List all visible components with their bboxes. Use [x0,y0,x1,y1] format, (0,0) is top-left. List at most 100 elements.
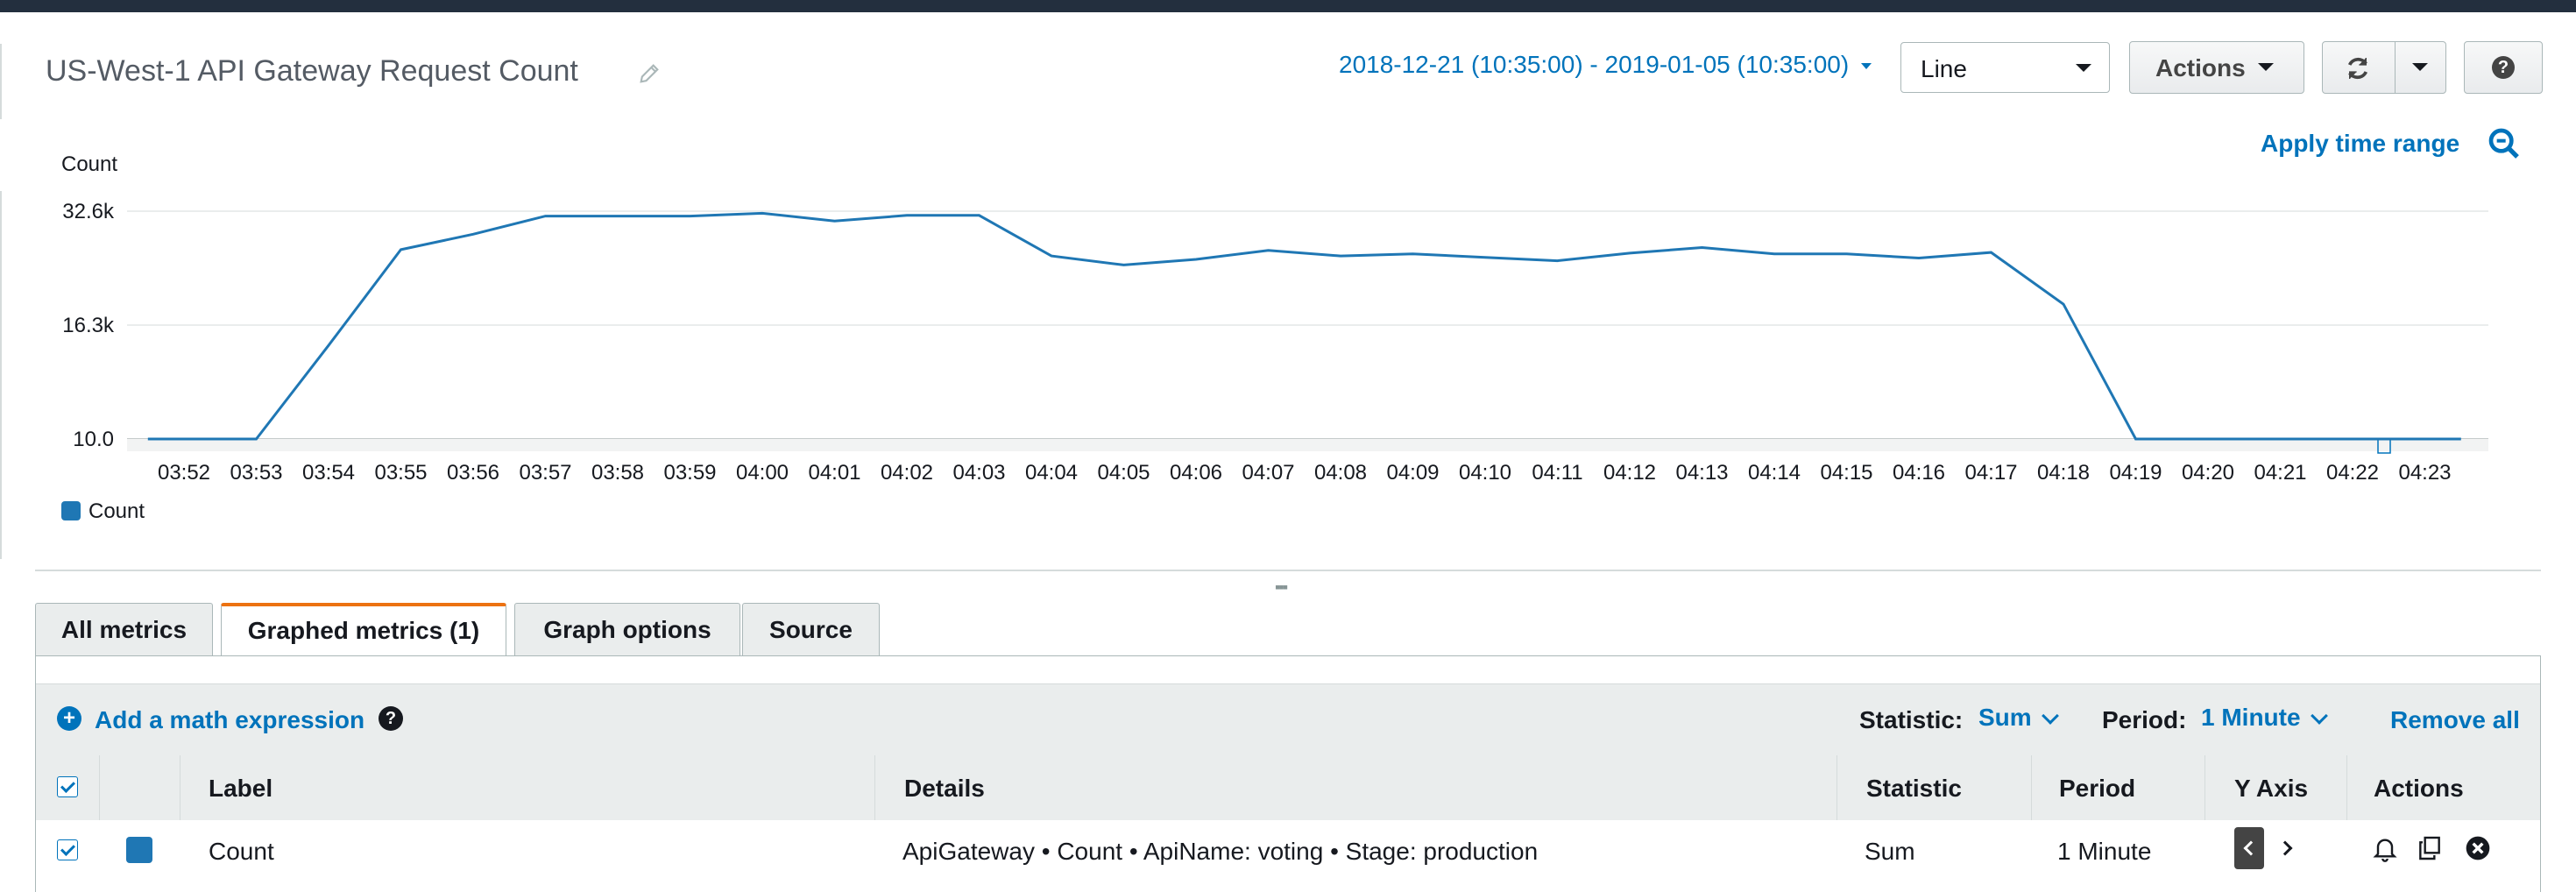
row-label[interactable]: Count [209,838,274,865]
resize-grip-icon[interactable]: ▪▪▪ [1275,578,1288,596]
period-dropdown[interactable]: 1 Minute [2201,704,2328,732]
apply-time-range-link[interactable]: Apply time range [2261,130,2460,157]
statistic-value: Sum [1978,704,2032,731]
page-title: US-West-1 API Gateway Request Count [46,54,578,88]
select-all-checkbox[interactable] [57,776,78,797]
column-header-label[interactable]: Label [209,775,273,802]
chevron-down-icon [1861,63,1872,70]
chevron-down-icon [2076,64,2091,72]
zoom-icon[interactable] [2487,126,2522,161]
column-divider [1836,755,1837,820]
x-tick-label: 04:11 [1532,461,1582,485]
column-header-y-axis[interactable]: Y Axis [2234,775,2309,802]
button-divider [2395,42,2396,93]
x-tick-label: 04:19 [2109,461,2162,485]
tab-graph-options[interactable]: Graph options [514,603,740,657]
help-icon[interactable]: ? [379,706,403,731]
time-range-text: 2018-12-21 (10:35:00) - 2019-01-05 (10:3… [1339,51,1850,78]
x-tick-label: 04:23 [2398,461,2451,485]
copy-icon[interactable] [2416,834,2444,862]
x-tick-label: 04:09 [1386,461,1439,485]
column-divider [2346,755,2347,820]
legend-swatch-count [61,501,81,520]
x-tick-label: 04:15 [1820,461,1872,485]
actions-label: Actions [2155,54,2246,81]
tab-graphed-metrics[interactable]: Graphed metrics (1) [221,603,506,657]
y-axis-label: Count [61,152,118,176]
statistic-label: Statistic: [1859,706,1964,733]
x-tick-label: 03:57 [519,461,571,485]
x-tick-label: 03:53 [230,461,282,485]
remove-all-link[interactable]: Remove all [2390,706,2520,733]
y-axis-left-button[interactable] [2234,827,2264,869]
row-statistic[interactable]: Sum [1865,838,1915,865]
legend-label: Count [88,499,145,523]
x-tick-label: 04:02 [881,461,933,485]
period-value: 1 Minute [2201,704,2301,731]
x-tick-label: 04:16 [1893,461,1945,485]
tab-all-metrics[interactable]: All metrics [35,603,213,657]
x-tick-label: 03:58 [591,461,644,485]
x-tick-label: 04:12 [1603,461,1656,485]
statistic-dropdown[interactable]: Sum [1978,704,2059,732]
refresh-icon[interactable] [2344,54,2372,82]
table-header [36,755,2540,821]
row-details: ApiGateway • Count • ApiName: voting • S… [902,838,1539,865]
x-tick-label: 04:08 [1314,461,1367,485]
x-tick-label: 04:01 [808,461,860,485]
column-divider [2204,755,2205,820]
row-checkbox[interactable] [57,839,78,860]
y-tick-label: 10.0 [73,428,114,451]
refresh-options-dropdown[interactable] [2412,63,2428,71]
column-header-actions[interactable]: Actions [2374,775,2464,802]
x-tick-label: 04:17 [1964,461,2017,485]
time-range-selector[interactable]: 2018-12-21 (10:35:00) - 2019-01-05 (10:3… [1339,51,1872,79]
x-tick-label: 04:18 [2037,461,2090,485]
chevron-down-icon [2310,707,2328,725]
x-tick-label: 04:04 [1025,461,1078,485]
x-tick-label: 03:54 [302,461,355,485]
add-circle-icon[interactable]: + [57,706,81,731]
chart-type-select[interactable]: Line [1900,42,2110,93]
tab-source[interactable]: Source [742,603,880,657]
bell-icon[interactable] [2371,834,2399,862]
x-axis-band [127,439,2488,451]
y-axis-right-button[interactable] [2280,839,2297,857]
close-circle-icon[interactable] [2464,834,2492,862]
x-tick-label: 03:56 [447,461,499,485]
x-tick-label: 03:55 [374,461,427,485]
x-tick-label: 04:21 [2254,461,2306,485]
column-header-period[interactable]: Period [2059,775,2136,802]
table-row [36,820,2540,892]
line-chart[interactable]: 03:52 03:53 03:54 03:55 03:56 03:57 03:58 03:59… [0,0,2576,491]
actions-button[interactable]: Actions [2129,41,2304,94]
y-tick-label: 32.6k [62,200,114,223]
add-math-expression-link[interactable]: Add a math expression [95,706,365,733]
left-panel-edge [0,44,2,119]
chart-type-value: Line [1921,55,1967,82]
column-divider [99,755,100,820]
row-period[interactable]: 1 Minute [2057,838,2152,865]
column-header-statistic[interactable]: Statistic [1866,775,1962,802]
column-header-details[interactable]: Details [904,775,985,802]
help-button[interactable]: ? [2464,41,2543,94]
x-tick-label: 04:20 [2182,461,2234,485]
x-tick-label: 04:03 [952,461,1005,485]
column-divider [2031,755,2032,820]
x-tick-label: 04:13 [1675,461,1728,485]
edit-title-icon[interactable] [637,61,662,86]
x-tick-label: 03:59 [663,461,716,485]
period-label: Period: [2102,706,2187,733]
x-tick-label: 04:22 [2326,461,2379,485]
refresh-button-group[interactable] [2322,41,2446,94]
y-tick-label: 16.3k [62,314,114,337]
series-color-swatch[interactable] [126,837,152,863]
x-tick-label: 03:52 [158,461,210,485]
x-tick-label: 04:10 [1459,461,1511,485]
top-nav-bar [0,0,2576,12]
chevron-down-icon [2041,707,2059,725]
help-icon: ? [2492,56,2515,79]
column-divider [874,755,875,820]
x-tick-label: 04:14 [1748,461,1801,485]
left-panel-edge [0,191,2,559]
